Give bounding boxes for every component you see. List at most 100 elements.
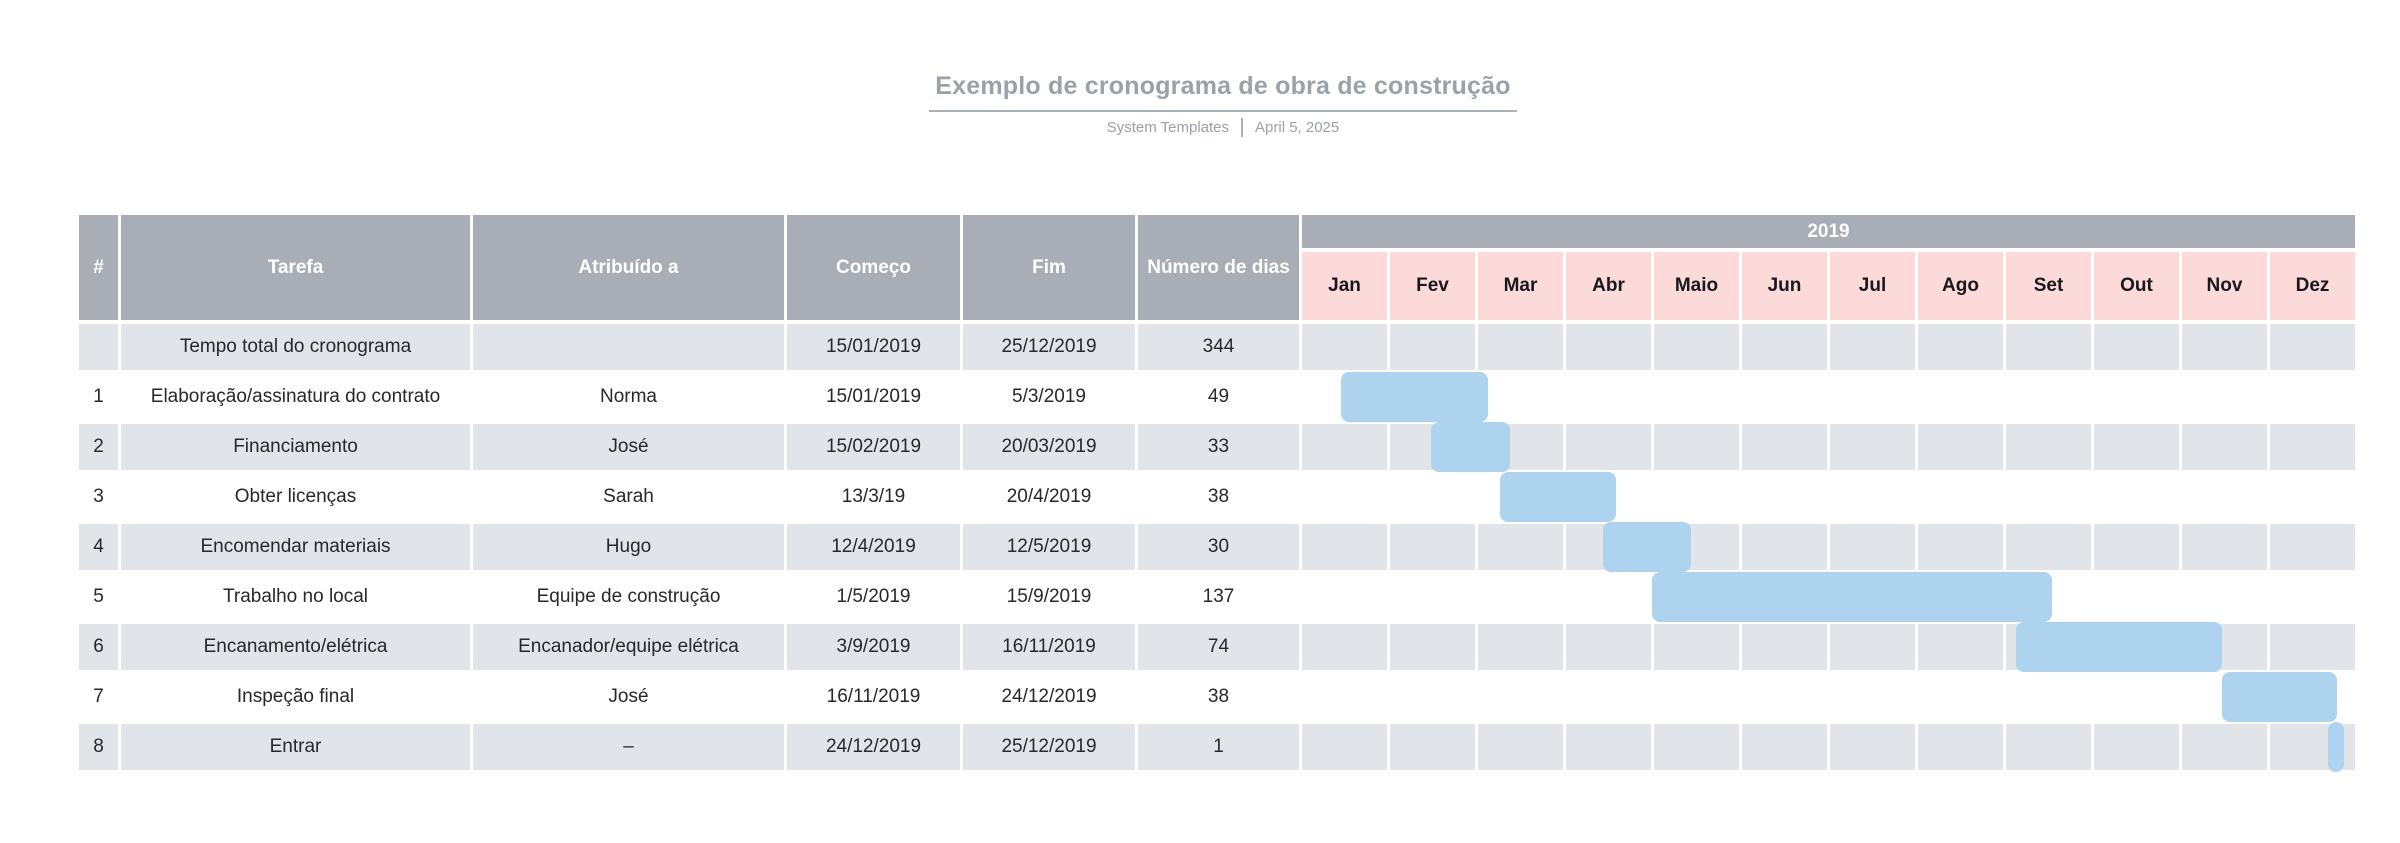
gantt-cell: [2270, 624, 2355, 670]
task-number-cell: 7: [79, 674, 118, 720]
gantt-cell: [2270, 524, 2355, 570]
gantt-cell: [1918, 324, 2003, 370]
gantt-cell: [2182, 374, 2267, 420]
gantt-cell: [1830, 374, 1915, 420]
days-cell: 74: [1138, 624, 1299, 670]
task-number-cell: 6: [79, 624, 118, 670]
assignee-cell: José: [473, 424, 784, 470]
gantt-cell: [1478, 524, 1563, 570]
task-number-cell: 3: [79, 474, 118, 520]
month-header: Abr: [1566, 252, 1651, 320]
task-row: 2 Financiamento José 15/02/2019 20/03/20…: [79, 424, 2355, 470]
month-header: Set: [2006, 252, 2091, 320]
gantt-sheet: # Tarefa Atribuído a Começo Fim Número d…: [76, 211, 2358, 774]
gantt-cell: [2182, 524, 2267, 570]
gantt-cell: [1478, 574, 1563, 620]
col-header-task: Tarefa: [121, 215, 470, 320]
gantt-cell: [1742, 324, 1827, 370]
gantt-cell: [1302, 674, 1387, 720]
year-header: 2019: [1302, 215, 2355, 248]
task-name-cell: Encomendar materiais: [121, 524, 470, 570]
assignee-cell: Hugo: [473, 524, 784, 570]
days-cell: 38: [1138, 674, 1299, 720]
task-row: 7 Inspeção final José 16/11/2019 24/12/2…: [79, 674, 2355, 720]
days-cell: 49: [1138, 374, 1299, 420]
gantt-cell: [1918, 374, 2003, 420]
col-header-end: Fim: [963, 215, 1135, 320]
month-header: Nov: [2182, 252, 2267, 320]
gantt-cell: [1742, 624, 1827, 670]
col-header-number: #: [79, 215, 118, 320]
assignee-cell: [473, 324, 784, 370]
gantt-cell: [1654, 424, 1739, 470]
col-header-days: Número de dias: [1138, 215, 1299, 320]
gantt-cell: [1302, 524, 1387, 570]
gantt-cell: [1566, 674, 1651, 720]
gantt-cell: [1918, 524, 2003, 570]
start-date-cell: 15/02/2019: [787, 424, 960, 470]
month-row: Jan Fev Mar Abr Maio Jun Jul Ago Set Out Nov Dez: [79, 252, 2355, 320]
days-cell: 38: [1138, 474, 1299, 520]
gantt-cell: [1302, 424, 1387, 470]
task-name-cell: Inspeção final: [121, 674, 470, 720]
month-header: Jan: [1302, 252, 1387, 320]
gantt-cell: [2182, 574, 2267, 620]
start-date-cell: 15/01/2019: [787, 324, 960, 370]
task-number-cell: 2: [79, 424, 118, 470]
end-date-cell: 12/5/2019: [963, 524, 1135, 570]
task-name-cell: Obter licenças: [121, 474, 470, 520]
month-header: Ago: [1918, 252, 2003, 320]
gantt-cell: [1742, 374, 1827, 420]
page-title: Exemplo de cronograma de obra de constru…: [929, 72, 1517, 112]
task-row: 8 Entrar – 24/12/2019 25/12/2019 1: [79, 724, 2355, 770]
days-cell: 137: [1138, 574, 1299, 620]
task-number-cell: 4: [79, 524, 118, 570]
gantt-cell: [1654, 324, 1739, 370]
main-header-row: # Tarefa Atribuído a Começo Fim Número d…: [79, 215, 2355, 320]
gantt-cell: [1390, 474, 1475, 520]
gantt-cell: [2094, 574, 2179, 620]
gantt-bar: [2328, 722, 2344, 772]
task-row: 1 Elaboração/assinatura do contrato Norm…: [79, 374, 2355, 420]
gantt-cell: [2006, 324, 2091, 370]
days-cell: 33: [1138, 424, 1299, 470]
gantt-cell: [2006, 674, 2091, 720]
gantt-cell: [1302, 624, 1387, 670]
brand-name: System Templates: [1106, 119, 1230, 136]
page-subtitle: System Templates April 5, 2025: [929, 118, 1517, 137]
gantt-cell: [1302, 574, 1387, 620]
gantt-cell: [1830, 524, 1915, 570]
gantt-bar: [1500, 472, 1617, 522]
gantt-cell: [2270, 424, 2355, 470]
gantt-cell: [1830, 624, 1915, 670]
assignee-cell: José: [473, 674, 784, 720]
gantt-bar: [1602, 522, 1691, 572]
gantt-cell: [1478, 324, 1563, 370]
gantt-cell: [1390, 324, 1475, 370]
col-header-start: Começo: [787, 215, 960, 320]
gantt-bar: [2221, 672, 2337, 722]
gantt-cell: [1830, 324, 1915, 370]
gantt-cell: [1390, 624, 1475, 670]
gantt-cell: [1478, 374, 1563, 420]
month-header: Fev: [1390, 252, 1475, 320]
assignee-cell: Equipe de construção: [473, 574, 784, 620]
task-row: 3 Obter licenças Sarah 13/3/19 20/4/2019…: [79, 474, 2355, 520]
gantt-bar: [1431, 422, 1510, 472]
gantt-bar: [1340, 372, 1488, 422]
gantt-cell: [1742, 674, 1827, 720]
gantt-cell: [2094, 674, 2179, 720]
gantt-cell: [2006, 374, 2091, 420]
gantt-cell: [1390, 724, 1475, 770]
gantt-cell: [1654, 474, 1739, 520]
task-row: 6 Encanamento/elétrica Encanador/equipe …: [79, 624, 2355, 670]
month-header: Jun: [1742, 252, 1827, 320]
task-name-cell: Entrar: [121, 724, 470, 770]
gantt-cell: [1654, 624, 1739, 670]
gantt-cell: [1566, 574, 1651, 620]
task-name-cell: Trabalho no local: [121, 574, 470, 620]
gantt-cell: [1830, 424, 1915, 470]
task-name-cell: Elaboração/assinatura do contrato: [121, 374, 470, 420]
gantt-cell: [2270, 374, 2355, 420]
gantt-cell: [2270, 574, 2355, 620]
